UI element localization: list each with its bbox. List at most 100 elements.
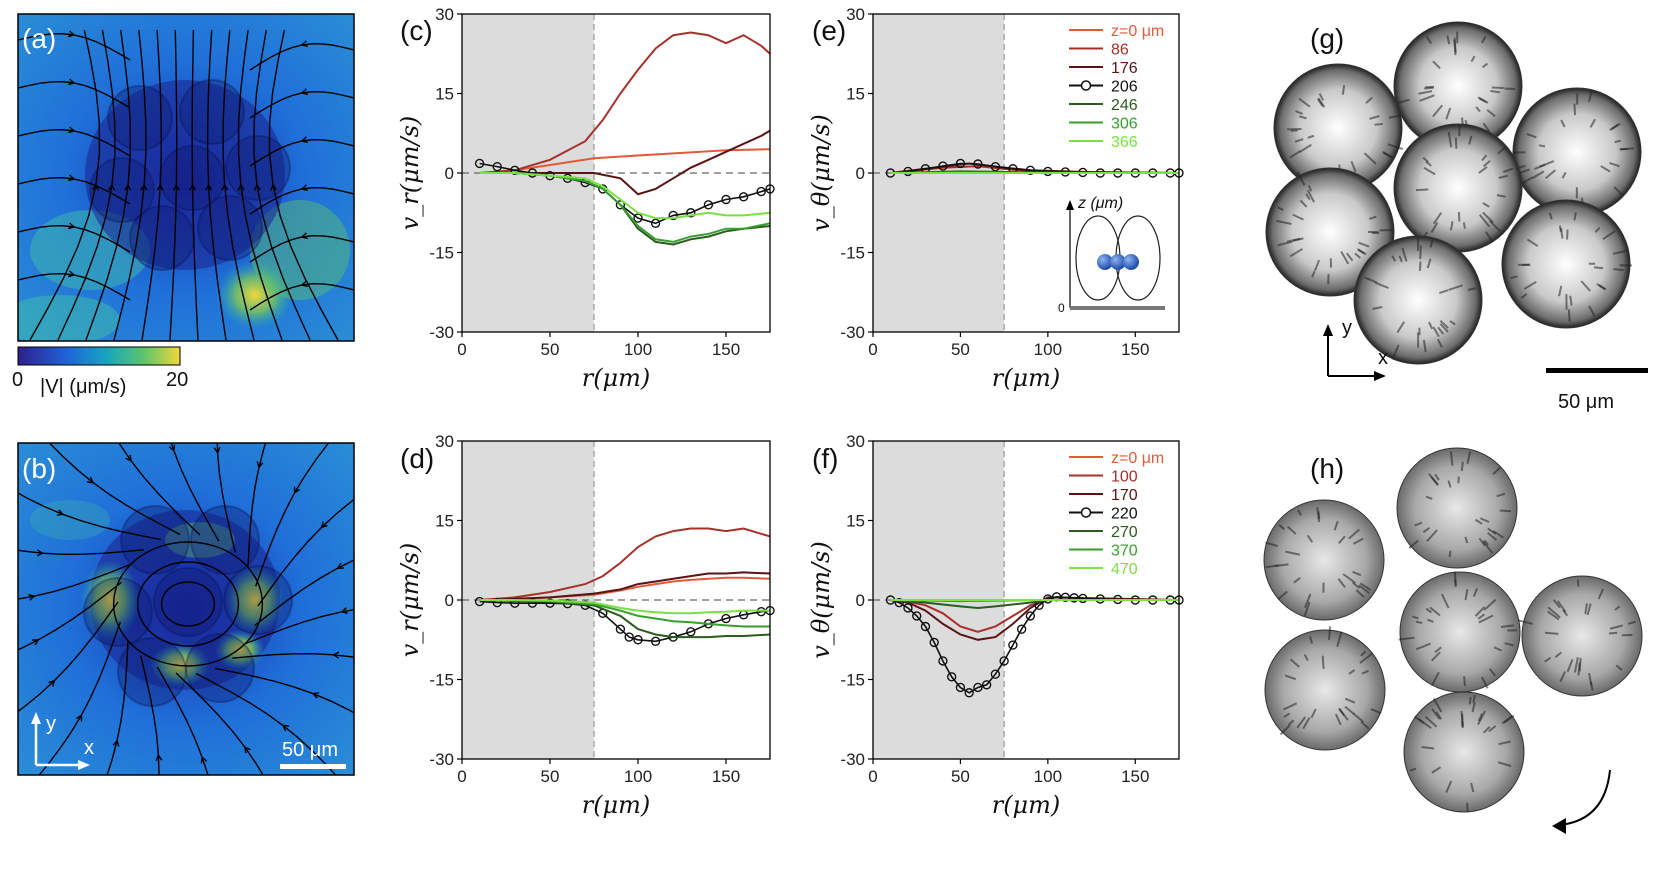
- data-point: [527, 598, 538, 608]
- bacteria-streak: [1391, 255, 1397, 262]
- streamline-arrow: [168, 444, 176, 452]
- data-point: [703, 200, 714, 210]
- bacteria-streak: [1597, 588, 1605, 600]
- heat-dark-core: [85, 80, 285, 270]
- panel-b: (b) y x 50 μm: [17, 442, 355, 776]
- bacteria-streak: [1292, 213, 1304, 221]
- bacteria-streak: [1552, 599, 1561, 609]
- legend-label: 270: [1111, 524, 1138, 541]
- bacteria-streak: [1321, 655, 1325, 670]
- bacteria-streak: [1449, 451, 1454, 466]
- bacteria-streak: [1341, 85, 1346, 95]
- streamline-arrow: [332, 651, 340, 659]
- bacteria-streak: [1309, 636, 1314, 644]
- bacteria-streak: [1615, 664, 1623, 671]
- bacteria-streak: [1548, 212, 1553, 220]
- bacteria-streak: [1352, 537, 1364, 545]
- streamline-arrow: [155, 753, 163, 761]
- colorbar-max: 20: [166, 369, 188, 391]
- streamline-arrow: [300, 40, 308, 48]
- bacteria-streak: [1358, 584, 1370, 594]
- bacteria-streak: [1614, 605, 1621, 611]
- axis-glyph-y-g: y: [1342, 317, 1352, 339]
- x-tick-label: 50: [541, 767, 560, 786]
- bacteria-streak: [1559, 671, 1567, 683]
- data-point: [955, 682, 966, 693]
- streamline-arrow: [68, 78, 76, 86]
- bacteria-streak: [1561, 171, 1567, 179]
- data-point: [1043, 594, 1053, 604]
- streamline-arrow: [125, 454, 133, 462]
- panel-label-f: (f): [812, 443, 838, 474]
- streamline-arrow: [189, 183, 197, 191]
- series-line: [479, 162, 771, 225]
- bacteria-streak: [1375, 281, 1389, 289]
- bacteria-streak: [1532, 170, 1545, 179]
- bacteria-streak: [1303, 654, 1309, 661]
- bacteria-streak: [1431, 766, 1442, 774]
- streamline-arrow: [68, 270, 76, 278]
- bacteria-streak: [1342, 573, 1356, 584]
- streamline-arrow: [172, 183, 180, 191]
- streamline-arrow: [87, 476, 95, 484]
- bacteria-streak: [1419, 245, 1422, 260]
- colony-disc: [1353, 235, 1483, 365]
- bacteria-streak: [1436, 338, 1443, 348]
- streamline-arrow: [205, 183, 213, 191]
- bacteria-streak: [1566, 659, 1574, 673]
- bacteria-streak: [1492, 466, 1502, 475]
- bacteria-streak: [1398, 636, 1415, 641]
- streamline-arrow: [108, 183, 115, 191]
- colony-disc: [1403, 691, 1525, 813]
- data-point: [938, 161, 948, 171]
- bacteria-streak: [1411, 615, 1419, 620]
- x-tick-label: 50: [951, 767, 970, 786]
- bacteria-streak: [1425, 495, 1433, 500]
- y-tick-label: -15: [429, 671, 454, 690]
- bacteria-streak: [1538, 160, 1555, 168]
- bacteria-streak: [1391, 344, 1400, 360]
- bacteria-streak: [1447, 131, 1453, 148]
- x-tick-label: 0: [457, 340, 466, 359]
- data-point: [1060, 592, 1071, 603]
- bacteria-streak: [1461, 713, 1464, 727]
- bacteria-streak: [1471, 702, 1476, 713]
- bacteria-streak: [1586, 603, 1592, 616]
- bacteria-streak: [1504, 87, 1516, 91]
- streamline-arrow: [293, 486, 301, 495]
- x-tick-label: 150: [712, 767, 740, 786]
- streamline-arrow: [243, 746, 251, 754]
- colony-disc: [129, 205, 195, 271]
- colony-disc: [1396, 447, 1518, 569]
- bacteria-streak: [1526, 238, 1539, 247]
- bacteria-streak: [1387, 143, 1404, 151]
- bacteria-streak: [1460, 461, 1464, 471]
- bacteria-streak: [1415, 620, 1423, 625]
- bacteria-streak: [1294, 138, 1304, 143]
- data-point: [615, 200, 626, 210]
- data-point: [990, 669, 1001, 679]
- colony-disc: [1521, 575, 1643, 697]
- streamline-arrow: [320, 521, 328, 529]
- bacteria-streak: [1336, 631, 1343, 648]
- bacteria-streak: [1311, 270, 1316, 278]
- streamline-arrow: [140, 183, 148, 191]
- x-axis-label: r(μm): [582, 364, 651, 392]
- y-tick-label: 15: [435, 85, 454, 104]
- bacteria-streak: [1609, 161, 1620, 168]
- bacteria-streak: [1545, 169, 1556, 180]
- bacteria-streak: [1439, 320, 1449, 329]
- bacteria-streak: [1418, 90, 1433, 95]
- data-point: [474, 158, 485, 169]
- panel-h: [1263, 447, 1643, 834]
- bacteria-streak: [1477, 713, 1484, 722]
- bacteria-streak: [1453, 571, 1457, 586]
- xy-axes-icon-b: [31, 712, 90, 770]
- bacteria-streak: [1466, 802, 1469, 812]
- bacteria-streak: [1429, 606, 1441, 617]
- bacteria-streak: [1573, 657, 1579, 673]
